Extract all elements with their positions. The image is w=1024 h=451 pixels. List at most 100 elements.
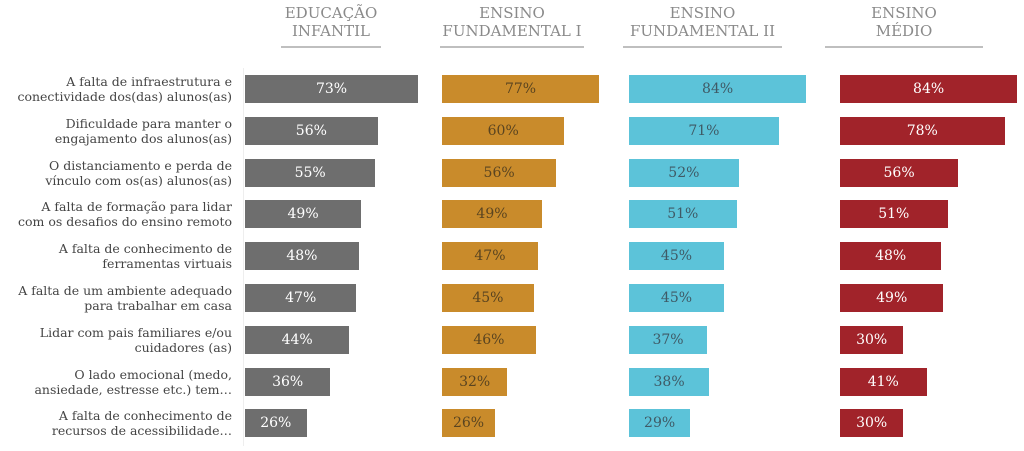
series-title: ENSINO FUNDAMENTAL I (440, 4, 584, 48)
bar: 47% (245, 284, 357, 312)
bar: 44% (245, 325, 350, 354)
series-title: ENSINO MÉDIO (825, 4, 983, 48)
data-label: 51% (878, 206, 910, 223)
bar: 56% (840, 158, 959, 187)
series-title-line: FUNDAMENTAL I (442, 22, 582, 40)
data-label: 56% (883, 164, 915, 181)
data-label: 26% (260, 415, 292, 432)
bar: 36% (245, 367, 331, 396)
data-label: 32% (459, 373, 491, 390)
data-label: 44% (281, 331, 313, 348)
series-title-line: FUNDAMENTAL II (629, 22, 776, 40)
data-label: 73% (315, 81, 348, 97)
bar: 56% (442, 158, 557, 187)
bar: 45% (442, 284, 534, 312)
category-label-line: vínculo com os(as) alunos(as) (45, 172, 232, 188)
data-label: 60% (487, 122, 519, 139)
category-label-line: Dificuldade para manter o (65, 115, 232, 131)
category-label: A falta de conhecimento de ferramentas vi… (0, 241, 232, 271)
category-label: O lado emocional (medo, ansiedade, estres… (0, 367, 232, 397)
category-label: A falta de formação para lidar com os des… (0, 199, 232, 229)
data-label: 56% (483, 164, 515, 181)
data-label: 84% (702, 81, 734, 97)
bar: 73% (245, 75, 418, 103)
category-label: A falta de conhecimento de recursos de ac… (0, 408, 232, 438)
data-label: 77% (504, 81, 537, 97)
data-label: 46% (473, 331, 505, 348)
series-title-line: MÉDIO (875, 22, 933, 40)
category-label-line: para trabalhar em casa (84, 298, 232, 313)
category-label: O distanciamento e perda de vínculo com o… (0, 158, 232, 188)
bar: 51% (840, 200, 948, 229)
data-label: 47% (474, 248, 506, 265)
bar: 77% (442, 75, 600, 103)
data-label: 52% (668, 164, 700, 181)
series-title: ENSINO FUNDAMENTAL II (623, 4, 782, 48)
data-label: 30% (856, 331, 888, 348)
bar: 38% (629, 367, 710, 396)
series-title-line: EDUCAÇÃO (284, 4, 378, 22)
data-label: 45% (660, 248, 693, 265)
series-title: EDUCAÇÃO INFANTIL (281, 4, 381, 48)
category-label-line: ansiedade, estresse etc.) tem… (34, 381, 232, 397)
data-label: 29% (644, 415, 676, 432)
data-label: 38% (653, 373, 685, 390)
data-label: 55% (294, 164, 326, 181)
data-label: 41% (867, 373, 899, 390)
category-label-line: A falta de conhecimento de (58, 408, 232, 424)
bar: 47% (442, 242, 538, 271)
bar: 78% (840, 116, 1005, 145)
category-label: A falta de infraestrutura e conectividade… (0, 74, 232, 104)
data-label: 56% (295, 122, 327, 139)
bar: 29% (629, 409, 691, 438)
data-label: 49% (287, 206, 319, 223)
bar: 84% (629, 75, 807, 103)
category-label-line: com os desafios do ensino remoto (18, 214, 232, 230)
category-label-line: A falta de conhecimento de (58, 241, 232, 257)
bar: 56% (245, 116, 378, 145)
bar: 49% (442, 200, 542, 229)
series-title-line: ENSINO (669, 4, 736, 22)
bar: 26% (442, 409, 496, 438)
bar: 45% (629, 242, 724, 271)
bar: 52% (629, 158, 739, 187)
bar: 71% (629, 116, 779, 145)
category-label-line: conectividade dos(das) alunos(as) (17, 89, 232, 104)
data-label: 49% (476, 206, 508, 223)
category-label: Dificuldade para manter o engajamento dos… (0, 116, 232, 146)
category-label-line: Lidar com pais familiares e/ou (39, 324, 232, 340)
category-label-line: recursos de acessibilidade… (51, 423, 232, 439)
bar: 45% (629, 284, 724, 312)
data-label: 26% (452, 415, 485, 432)
category-label: Lidar com pais familiares e/ou cuidadores… (0, 325, 232, 355)
bar: 30% (840, 409, 904, 438)
data-label: 37% (652, 331, 684, 348)
category-label-line: A falta de um ambiente adequado (18, 283, 232, 298)
data-label: 48% (286, 248, 318, 265)
data-label: 36% (272, 373, 304, 390)
bar: 48% (840, 242, 942, 271)
bar: 32% (442, 367, 508, 396)
bar: 41% (840, 367, 927, 396)
data-label: 47% (285, 290, 317, 306)
bar: 51% (629, 200, 737, 229)
series-title-line: INFANTIL (291, 22, 370, 40)
bar: 60% (442, 116, 565, 145)
category-label-line: engajamento dos alunos(as) (54, 130, 232, 146)
bar: 49% (245, 200, 362, 229)
data-label: 45% (660, 290, 693, 306)
category-label: A falta de um ambiente adequado para trab… (0, 283, 232, 313)
category-label-line: O distanciamento e perda de (48, 157, 232, 173)
bar: 26% (245, 409, 307, 438)
category-label-line: A falta de formação para lidar (41, 199, 232, 215)
bar: 37% (629, 325, 708, 354)
category-label-line: cuidadores (as) (134, 339, 232, 355)
data-label: 30% (856, 415, 888, 432)
category-label-line: A falta de infraestrutura e (66, 74, 232, 89)
bar: 84% (840, 75, 1018, 103)
series-title-line: ENSINO (871, 4, 937, 22)
data-label: 78% (906, 122, 938, 139)
bar: 30% (840, 325, 904, 354)
bar: 46% (442, 325, 536, 354)
